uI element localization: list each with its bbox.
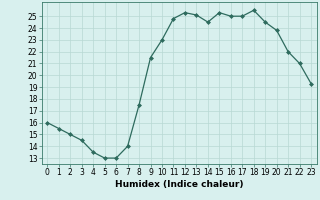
- X-axis label: Humidex (Indice chaleur): Humidex (Indice chaleur): [115, 180, 244, 189]
